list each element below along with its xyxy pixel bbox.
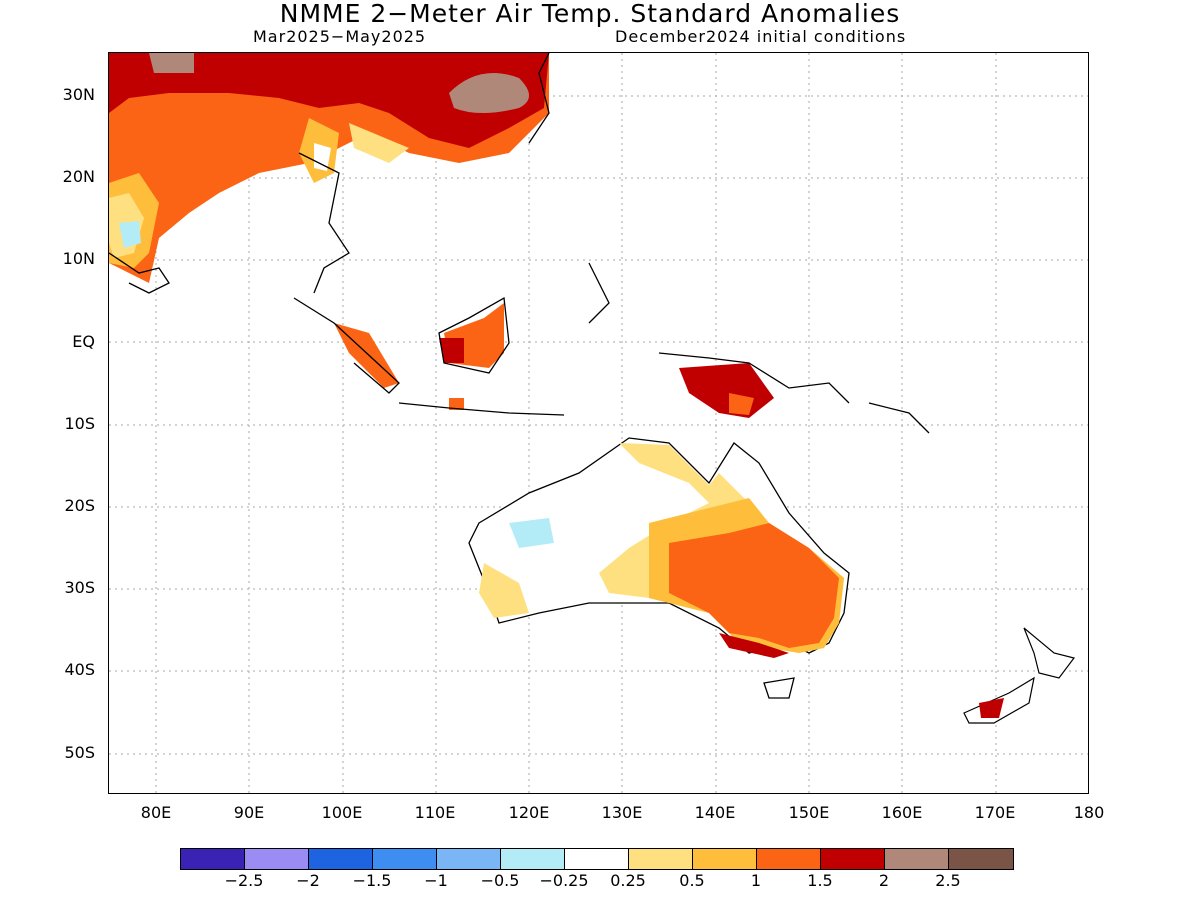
forecast-period: Mar2025−May2025 bbox=[253, 27, 427, 46]
lat-tick: 30N bbox=[62, 85, 95, 104]
lon-tick: 110E bbox=[414, 803, 456, 822]
lon-tick: 80E bbox=[140, 803, 172, 822]
colorbar-label: 2 bbox=[878, 871, 890, 890]
colorbar-label: 1.5 bbox=[807, 871, 833, 890]
lat-tick: 10N bbox=[62, 249, 95, 268]
colorbar-label: −0.5 bbox=[480, 871, 520, 890]
lat-tick: 50S bbox=[64, 743, 95, 762]
lon-tick: 90E bbox=[233, 803, 265, 822]
graticule bbox=[109, 53, 1088, 793]
colorbar-label: −2 bbox=[296, 871, 320, 890]
colorbar-label: 0.5 bbox=[679, 871, 705, 890]
lon-tick: 140E bbox=[694, 803, 736, 822]
lon-tick: 130E bbox=[601, 803, 643, 822]
colorbar-swatch bbox=[565, 849, 629, 869]
anomaly-map bbox=[109, 53, 1088, 793]
colorbar-swatch bbox=[437, 849, 501, 869]
colorbar-swatch bbox=[693, 849, 757, 869]
coastlines bbox=[109, 53, 930, 434]
asia-anomaly bbox=[109, 53, 549, 283]
lon-tick: 180 bbox=[1073, 803, 1105, 822]
map-panel bbox=[108, 52, 1089, 794]
colorbar-label: −2.5 bbox=[224, 871, 264, 890]
colorbar-swatch bbox=[949, 849, 1013, 869]
lat-tick: 10S bbox=[64, 414, 95, 433]
lon-tick: 100E bbox=[321, 803, 363, 822]
initial-conditions: December2024 initial conditions bbox=[615, 27, 907, 46]
colorbar-swatch bbox=[757, 849, 821, 869]
colorbar-swatch bbox=[245, 849, 309, 869]
colorbar-swatch bbox=[309, 849, 373, 869]
colorbar-label: −1 bbox=[424, 871, 448, 890]
colorbar-label: −1.5 bbox=[352, 871, 392, 890]
lon-tick: 120E bbox=[508, 803, 550, 822]
lat-tick: 20N bbox=[62, 167, 95, 186]
lon-tick: 170E bbox=[974, 803, 1016, 822]
colorbar-label: 0.25 bbox=[610, 871, 646, 890]
colorbar-label: 1 bbox=[750, 871, 762, 890]
colorbar-swatch bbox=[501, 849, 565, 869]
lat-tick: EQ bbox=[72, 332, 95, 351]
colorbar-swatch bbox=[181, 849, 245, 869]
lat-tick: 20S bbox=[64, 496, 95, 515]
colorbar-label: −0.25 bbox=[539, 871, 589, 890]
colorbar-swatch bbox=[373, 849, 437, 869]
colorbar bbox=[180, 848, 1014, 870]
lat-tick: 30S bbox=[64, 578, 95, 597]
lon-tick: 160E bbox=[881, 803, 923, 822]
maritime-anomaly bbox=[334, 303, 774, 418]
chart-title: NMME 2−Meter Air Temp. Standard Anomalie… bbox=[279, 0, 901, 28]
lat-tick: 40S bbox=[64, 660, 95, 679]
new-zealand bbox=[963, 627, 1076, 724]
colorbar-swatch bbox=[821, 849, 885, 869]
colorbar-swatch bbox=[885, 849, 949, 869]
colorbar-swatch bbox=[629, 849, 693, 869]
lon-tick: 150E bbox=[788, 803, 830, 822]
colorbar-label: 2.5 bbox=[935, 871, 961, 890]
australia-anomaly bbox=[468, 437, 850, 699]
